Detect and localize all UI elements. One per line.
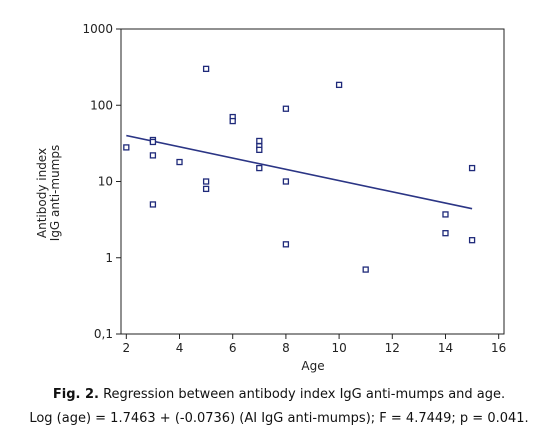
data-point <box>123 144 130 151</box>
figure-label: Fig. 2. <box>52 387 99 402</box>
data-point <box>468 237 476 244</box>
data-point <box>362 266 369 273</box>
x-tick-label: 4 <box>176 341 184 355</box>
data-point <box>202 65 210 73</box>
scatter-chart: 0,1 1 10 100 1000 2 4 6 8 10 12 14 16 Age Antibody … <box>35 22 506 373</box>
x-tick-label: 8 <box>282 341 290 355</box>
regression-formula: Log (age) = 1.7463 + (-0.0736) (AI IgG a… <box>29 411 529 426</box>
data-point <box>149 152 157 159</box>
y-tick-label: 1000 <box>82 22 113 36</box>
data-point <box>149 201 157 208</box>
x-tick-label: 16 <box>491 341 506 355</box>
data-point <box>202 185 210 193</box>
data-point <box>335 81 343 89</box>
x-tick-label: 12 <box>385 341 400 355</box>
data-point <box>282 105 290 112</box>
data-point <box>442 230 449 237</box>
data-point <box>256 146 263 154</box>
y-tick-label: 0,1 <box>94 327 113 341</box>
y-axis-title-line-1: Antibody index <box>35 148 49 238</box>
y-axis-title-line-2: IgG anti-mumps <box>48 145 62 241</box>
x-tick-label: 10 <box>331 341 346 355</box>
data-point <box>256 164 263 172</box>
x-tick-label: 2 <box>122 341 130 355</box>
data-point <box>229 117 236 125</box>
data-point <box>256 137 263 145</box>
data-point <box>176 158 183 166</box>
regression-line-path <box>126 134 473 210</box>
y-axis-title: Antibody index IgG anti-mumps <box>35 145 62 241</box>
plot-frame <box>120 28 505 335</box>
y-tick-label: 1 <box>105 251 113 265</box>
data-point <box>442 211 449 218</box>
data-point <box>282 241 290 248</box>
data-point <box>282 178 290 185</box>
y-tick-label: 100 <box>90 98 113 112</box>
figure-caption: Fig. 2. Regression between antibody inde… <box>0 387 558 402</box>
data-points <box>123 65 476 273</box>
x-tick-label: 14 <box>438 341 453 355</box>
x-axis: 2 4 6 8 10 12 14 16 <box>122 334 506 355</box>
figure-caption-text: Regression between antibody index IgG an… <box>98 387 506 402</box>
x-axis-title: Age <box>301 359 324 373</box>
data-point <box>149 138 157 146</box>
data-point <box>202 178 210 185</box>
x-tick-label: 6 <box>229 341 237 355</box>
data-point <box>468 164 476 172</box>
y-tick-label: 10 <box>98 175 113 189</box>
regression-line <box>126 134 473 210</box>
y-axis: 0,1 1 10 100 1000 <box>82 22 121 341</box>
